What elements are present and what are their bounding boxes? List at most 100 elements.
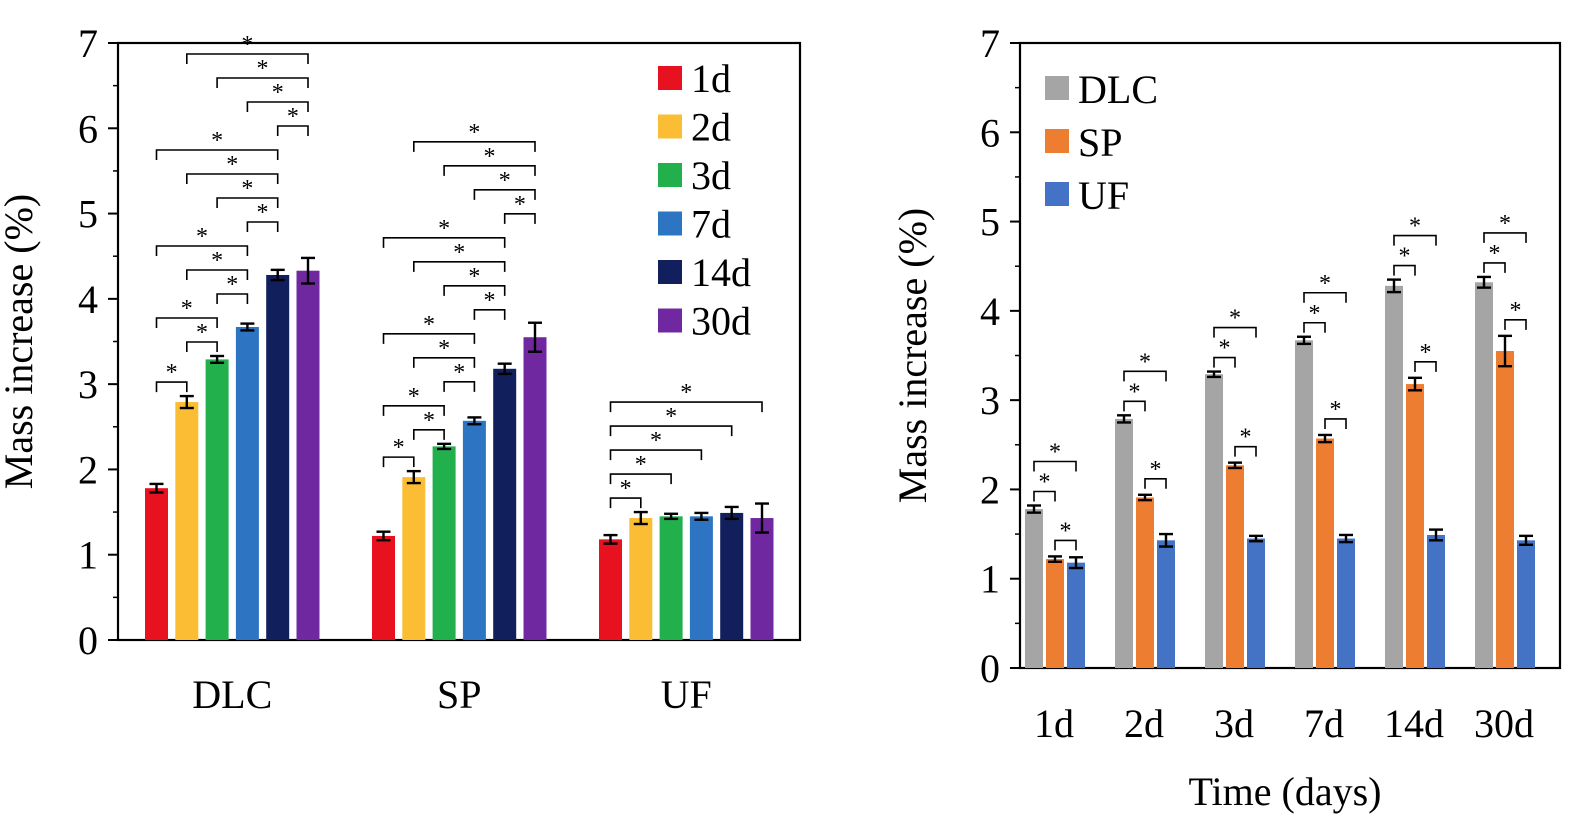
significance-marker: * (438, 216, 450, 242)
significance-marker: * (287, 104, 299, 130)
bar (1385, 285, 1403, 668)
significance-marker: * (499, 168, 511, 194)
significance-bracket (186, 173, 279, 184)
significance-marker: * (1060, 518, 1072, 544)
y-tick-label: 3 (980, 378, 1000, 423)
y-tick-label: 5 (78, 192, 98, 237)
significance-bracket (443, 165, 536, 176)
significance-marker: * (650, 428, 662, 454)
y-tick-label: 7 (980, 21, 1000, 66)
significance-marker: * (514, 192, 526, 218)
significance-bracket (216, 293, 249, 304)
bar (1475, 282, 1493, 668)
bar (175, 402, 199, 640)
y-tick-label: 5 (980, 200, 1000, 245)
bar (1295, 340, 1313, 668)
x-category-label: 30d (1474, 701, 1534, 746)
x-category-label: 14d (1384, 701, 1444, 746)
significance-marker: * (1129, 379, 1141, 405)
significance-marker: * (1510, 298, 1522, 324)
bar-group (1385, 278, 1445, 668)
legend-swatch (1045, 182, 1069, 206)
bar-group (145, 256, 320, 640)
significance-bracket (1144, 477, 1167, 489)
significance-marker: * (423, 408, 435, 434)
significance-bracket (609, 401, 763, 413)
significance-marker: * (408, 384, 420, 410)
significance-marker: * (1309, 301, 1321, 327)
legend-swatch (658, 211, 682, 236)
bar-group (372, 321, 547, 640)
bar (1157, 540, 1175, 668)
y-tick-label: 0 (980, 646, 1000, 691)
significance-bracket (155, 381, 188, 393)
bar-group (1295, 335, 1355, 668)
significance-marker: * (453, 360, 465, 386)
significance-bracket (1483, 262, 1506, 273)
significance-bracket (1483, 232, 1527, 243)
bar (372, 535, 395, 640)
x-category-label: UF (661, 672, 712, 717)
legend-swatch (658, 66, 682, 90)
bar (462, 420, 486, 640)
bar (1247, 538, 1265, 668)
bar (266, 274, 290, 640)
bar (689, 516, 713, 640)
bar (1115, 418, 1133, 668)
bar (720, 512, 744, 640)
y-tick-label: 4 (980, 289, 1000, 334)
significance-marker: * (484, 144, 496, 170)
significance-bracket (186, 269, 249, 280)
significance-marker: * (484, 288, 496, 314)
bar (1205, 374, 1223, 668)
significance-bracket (155, 149, 279, 160)
significance-marker: * (241, 32, 253, 58)
bar (599, 539, 622, 640)
significance-bracket (443, 381, 476, 392)
bar (1517, 540, 1535, 668)
significance-bracket (1393, 234, 1437, 246)
significance-bracket (1504, 319, 1527, 330)
bar (235, 327, 259, 640)
significance-marker: * (226, 152, 238, 178)
significance-marker: * (1139, 349, 1151, 375)
significance-bracket (1033, 460, 1077, 472)
significance-bracket (609, 497, 642, 509)
legend-label: 14d (691, 250, 751, 295)
significance-marker: * (1240, 425, 1252, 451)
significance-marker: * (226, 272, 238, 298)
significance-bracket (413, 141, 536, 152)
significance-bracket (1303, 321, 1326, 333)
bar-group (1115, 414, 1175, 668)
significance-marker: * (1489, 241, 1501, 267)
significance-marker: * (1219, 336, 1231, 362)
significance-bracket (216, 197, 279, 208)
x-category-label: 2d (1124, 701, 1164, 746)
legend-label: DLC (1078, 67, 1158, 112)
significance-bracket (1324, 418, 1347, 429)
bar (1046, 559, 1064, 668)
significance-marker: * (438, 336, 450, 362)
significance-bracket (1213, 356, 1236, 368)
significance-bracket (155, 245, 249, 256)
y-tick-label: 1 (78, 533, 98, 578)
significance-marker: * (181, 296, 193, 322)
significance-marker: * (1150, 457, 1162, 483)
bar (432, 446, 456, 640)
x-category-label: DLC (192, 672, 272, 717)
significance-bracket (503, 213, 536, 224)
significance-marker: * (257, 56, 269, 82)
significance-bracket (1213, 326, 1257, 338)
y-axis-title: Mass increase (%) (890, 208, 935, 503)
significance-marker: * (1499, 211, 1511, 237)
legend-swatch (658, 308, 682, 333)
bar-group (1025, 504, 1085, 668)
significance-bracket (1234, 445, 1257, 457)
bar (493, 368, 517, 640)
significance-bracket (1414, 361, 1437, 372)
y-axis-title: Mass increase (%) (0, 194, 41, 489)
significance-bracket (1033, 490, 1056, 502)
legend: DLC SP UF (1045, 67, 1158, 218)
significance-marker: * (1229, 306, 1241, 332)
